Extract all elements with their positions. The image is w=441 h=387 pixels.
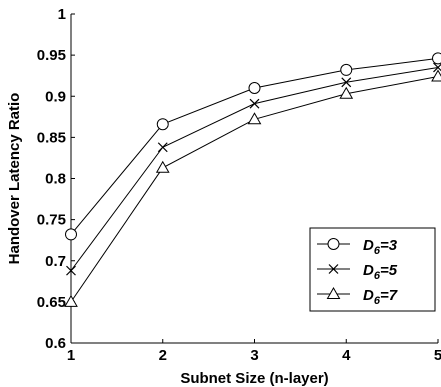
data-point [339, 86, 354, 99]
data-point [66, 265, 76, 276]
data-point [432, 52, 441, 65]
x-tick-label: 1 [67, 347, 75, 364]
data-point [431, 69, 441, 82]
y-tick-label: 0.6 [45, 335, 66, 352]
series-lines [64, 52, 441, 307]
data-point [340, 63, 353, 76]
y-tick-label: 0.65 [37, 294, 66, 311]
y-axis-ticks: 0.6 0.65 0.7 0.75 0.8 0.85 0.9 0.95 1 [37, 6, 75, 352]
data-point [433, 62, 441, 73]
y-tick-label: 0.95 [37, 47, 66, 64]
series-3 [64, 69, 441, 307]
legend-marker [327, 238, 340, 250]
legend-label: D6=7 [363, 287, 398, 307]
x-tick-label: 4 [342, 347, 351, 364]
x-tick-label: 3 [250, 347, 258, 364]
data-point [249, 98, 260, 109]
legend-entry: D6=5 [317, 262, 398, 282]
data-point [157, 142, 168, 153]
legend-entry: D6=7 [317, 286, 398, 307]
x-axis-ticks: 1 2 3 4 5 [67, 339, 441, 364]
y-tick-label: 0.7 [45, 253, 66, 270]
x-tick-label: 5 [434, 347, 441, 364]
x-axis-label: Subnet Size (n-layer) [180, 370, 328, 387]
data-point [156, 118, 169, 131]
data-point [155, 160, 170, 173]
data-point [64, 294, 78, 307]
y-axis-label: Handover Latency Ratio [6, 93, 23, 265]
data-point [341, 77, 352, 88]
data-point [65, 228, 77, 241]
legend: D6=3 D6=5 D6=7 [309, 227, 436, 312]
data-point [247, 112, 262, 125]
legend-marker [326, 286, 341, 299]
y-tick-label: 0.8 [45, 171, 66, 188]
legend-label: D6=5 [363, 262, 398, 282]
y-tick-label: 0.75 [37, 212, 66, 229]
legend-label: D6=3 [363, 237, 398, 257]
legend-marker [328, 264, 339, 274]
series-1 [65, 52, 441, 241]
legend-entry: D6=3 [317, 237, 398, 257]
y-tick-label: 0.85 [37, 129, 66, 146]
data-point [248, 82, 261, 95]
y-tick-label: 0.9 [45, 88, 66, 105]
series-2 [66, 62, 441, 276]
x-tick-label: 2 [159, 347, 167, 364]
y-tick-label: 1 [58, 6, 66, 23]
